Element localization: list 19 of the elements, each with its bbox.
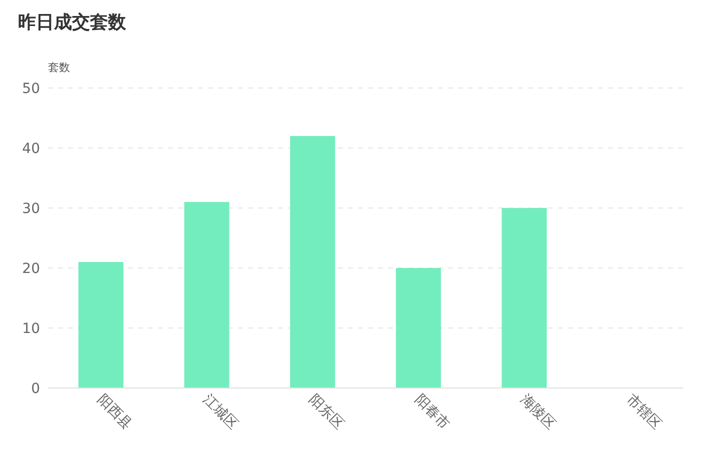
y-tick-label: 50 — [22, 81, 40, 97]
bar — [502, 208, 547, 388]
chart-title: 昨日成交套数 — [18, 12, 127, 33]
bar — [184, 202, 230, 388]
y-tick-label: 0 — [31, 381, 40, 397]
y-tick-label: 40 — [22, 141, 40, 157]
x-tick-label: 阳西县 — [94, 392, 136, 433]
x-tick-label: 阳春市 — [412, 392, 453, 433]
x-tick-label: 阳东区 — [306, 392, 347, 433]
y-tick-label: 30 — [22, 201, 40, 217]
x-tick-label: 海陵区 — [517, 392, 558, 433]
y-axis-title: 套数 — [48, 61, 70, 74]
y-tick-label: 20 — [22, 261, 40, 277]
x-tick-label: 市辖区 — [623, 392, 664, 433]
bar — [290, 136, 336, 388]
y-tick-label: 10 — [22, 321, 40, 337]
bar — [396, 268, 441, 388]
x-tick-label: 江城区 — [200, 392, 241, 433]
bar — [78, 262, 124, 388]
